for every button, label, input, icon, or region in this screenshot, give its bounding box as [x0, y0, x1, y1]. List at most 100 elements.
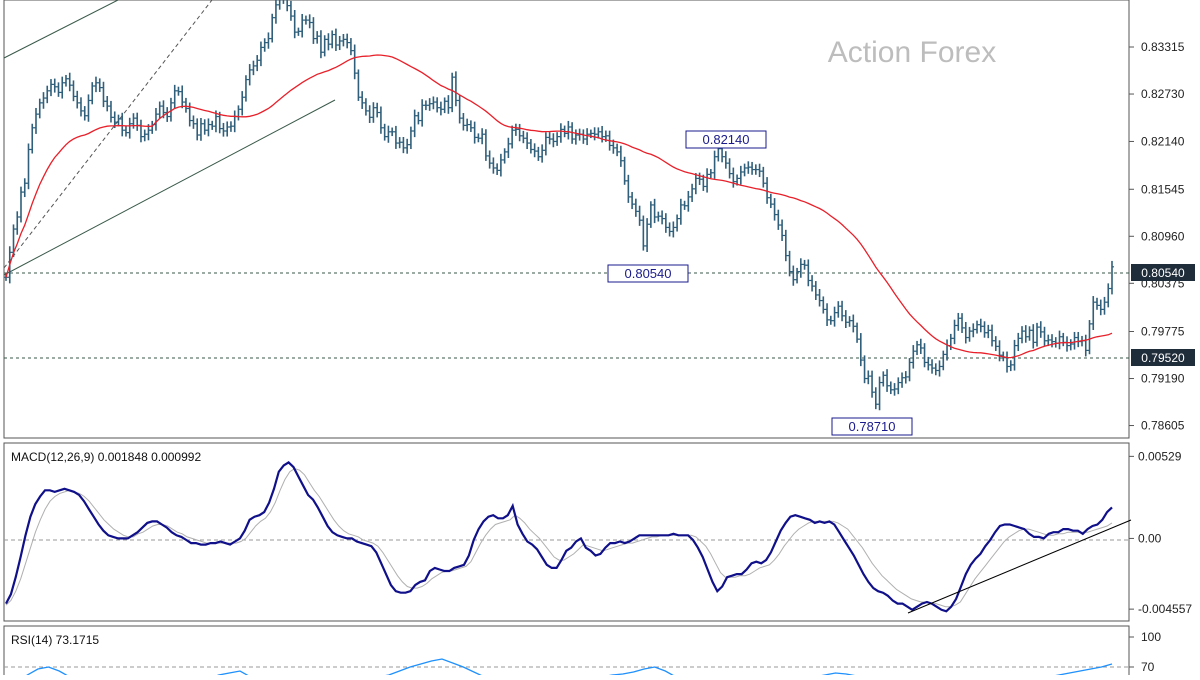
- ohlc-bar: [453, 71, 458, 107]
- ohlc-bar: [975, 320, 980, 334]
- ohlc-bar: [930, 359, 935, 374]
- ohlc-bar: [780, 219, 785, 241]
- ohlc-bar: [375, 102, 380, 118]
- ohlc-bar: [360, 91, 365, 109]
- ohlc-bar: [1012, 339, 1017, 371]
- ohlc-bar: [363, 98, 368, 116]
- ohlc-bar: [498, 153, 503, 177]
- rsi-axis: 100 70: [1129, 630, 1161, 674]
- ohlc-bar: [476, 133, 481, 143]
- ohlc-bar: [862, 355, 867, 384]
- ohlc-bar: [903, 371, 908, 384]
- ohlc-bar: [746, 161, 751, 174]
- rsi-tick-label: 70: [1141, 660, 1155, 674]
- ohlc-bar: [1008, 360, 1013, 372]
- ohlc-bar: [1027, 326, 1032, 341]
- ohlc-bar: [468, 120, 473, 132]
- ohlc-bar: [832, 306, 837, 327]
- price-bars: [4, 0, 1114, 411]
- ohlc-bar: [851, 314, 856, 333]
- price-tick-label: 0.79190: [1141, 372, 1185, 386]
- ohlc-bar: [446, 95, 451, 114]
- ohlc-bar: [60, 76, 65, 99]
- ohlc-bar: [742, 163, 747, 177]
- macd-tick-label: 0.00: [1138, 531, 1162, 545]
- ohlc-bar: [288, 0, 293, 21]
- ohlc-bar: [776, 209, 781, 230]
- ohlc-bar: [405, 138, 410, 154]
- ohlc-bar: [71, 80, 76, 102]
- ohlc-bar: [1102, 296, 1107, 315]
- ohlc-bar: [108, 100, 113, 123]
- ohlc-bar: [172, 84, 177, 109]
- ohlc-bar: [97, 78, 102, 92]
- ohlc-bar: [757, 163, 762, 178]
- ohlc-bar: [326, 33, 331, 51]
- macd-panel: MACD(12,26,9) 0.001848 0.000992 0.005290…: [3, 442, 1192, 622]
- rsi-title: RSI(14) 73.1715: [11, 633, 99, 647]
- ohlc-bar: [536, 146, 541, 161]
- macd-tick-label: -0.004557: [1138, 602, 1192, 616]
- ohlc-bar: [48, 79, 53, 97]
- ohlc-bar: [435, 97, 440, 113]
- ohlc-bar: [840, 300, 845, 322]
- support-price-label: 0.79520: [1141, 351, 1185, 365]
- current-price-tag: 0.80540: [1131, 264, 1195, 281]
- channel-upper-line: [3, 0, 119, 59]
- ohlc-bar: [967, 326, 972, 342]
- ohlc-bar: [566, 120, 571, 140]
- price-tick-label: 0.79775: [1141, 325, 1185, 339]
- ohlc-bar: [753, 164, 758, 175]
- ohlc-bar: [667, 222, 672, 237]
- ohlc-bar: [937, 360, 942, 377]
- ohlc-bar: [431, 96, 436, 110]
- ohlc-bar: [282, 0, 285, 4]
- ohlc-bar: [761, 166, 766, 188]
- ohlc-bar: [888, 381, 893, 395]
- ohlc-bar: [618, 145, 623, 167]
- ohlc-bar: [401, 136, 406, 154]
- ohlc-bar: [825, 303, 830, 327]
- ohlc-bar: [1050, 334, 1055, 348]
- ohlc-bar: [63, 74, 68, 87]
- ohlc-bar: [525, 132, 530, 150]
- ohlc-bar: [810, 275, 815, 292]
- ohlc-bar: [266, 32, 271, 49]
- ohlc-bar: [450, 72, 455, 113]
- ohlc-bar: [652, 198, 657, 224]
- ohlc-bar: [367, 105, 372, 124]
- ohlc-bar: [378, 106, 383, 134]
- ohlc-bar: [243, 75, 248, 102]
- annotation-low: 0.78710: [831, 417, 913, 436]
- ohlc-bar: [543, 132, 548, 156]
- ohlc-bar: [866, 370, 871, 385]
- ohlc-bar: [648, 201, 653, 228]
- ohlc-bar: [390, 127, 395, 137]
- ohlc-bar: [900, 372, 905, 388]
- ohlc-bar: [573, 129, 578, 145]
- ohlc-bar: [765, 177, 770, 204]
- ohlc-bar: [885, 369, 890, 392]
- ohlc-bar: [15, 211, 20, 235]
- ohlc-bar: [461, 113, 466, 131]
- ohlc-bar: [491, 157, 496, 174]
- ohlc-bar: [37, 98, 42, 119]
- ohlc-bar: [217, 111, 222, 134]
- ohlc-bar: [847, 316, 852, 327]
- ohlc-bar: [750, 161, 755, 175]
- ohlc-bar: [528, 139, 533, 154]
- ohlc-bar: [813, 281, 818, 301]
- ohlc-bar: [195, 118, 200, 141]
- ohlc-bar: [393, 125, 398, 149]
- ohlc-bar: [300, 13, 305, 38]
- ohlc-bar: [517, 123, 522, 142]
- ohlc-bar: [615, 143, 620, 157]
- channel-mid-line: [3, 0, 213, 269]
- ohlc-bar: [348, 38, 353, 56]
- ohlc-bar: [333, 28, 338, 51]
- ohlc-bar: [33, 107, 38, 134]
- ohlc-bar: [506, 137, 511, 158]
- ohlc-bar: [1091, 296, 1096, 331]
- ohlc-bar: [843, 310, 848, 329]
